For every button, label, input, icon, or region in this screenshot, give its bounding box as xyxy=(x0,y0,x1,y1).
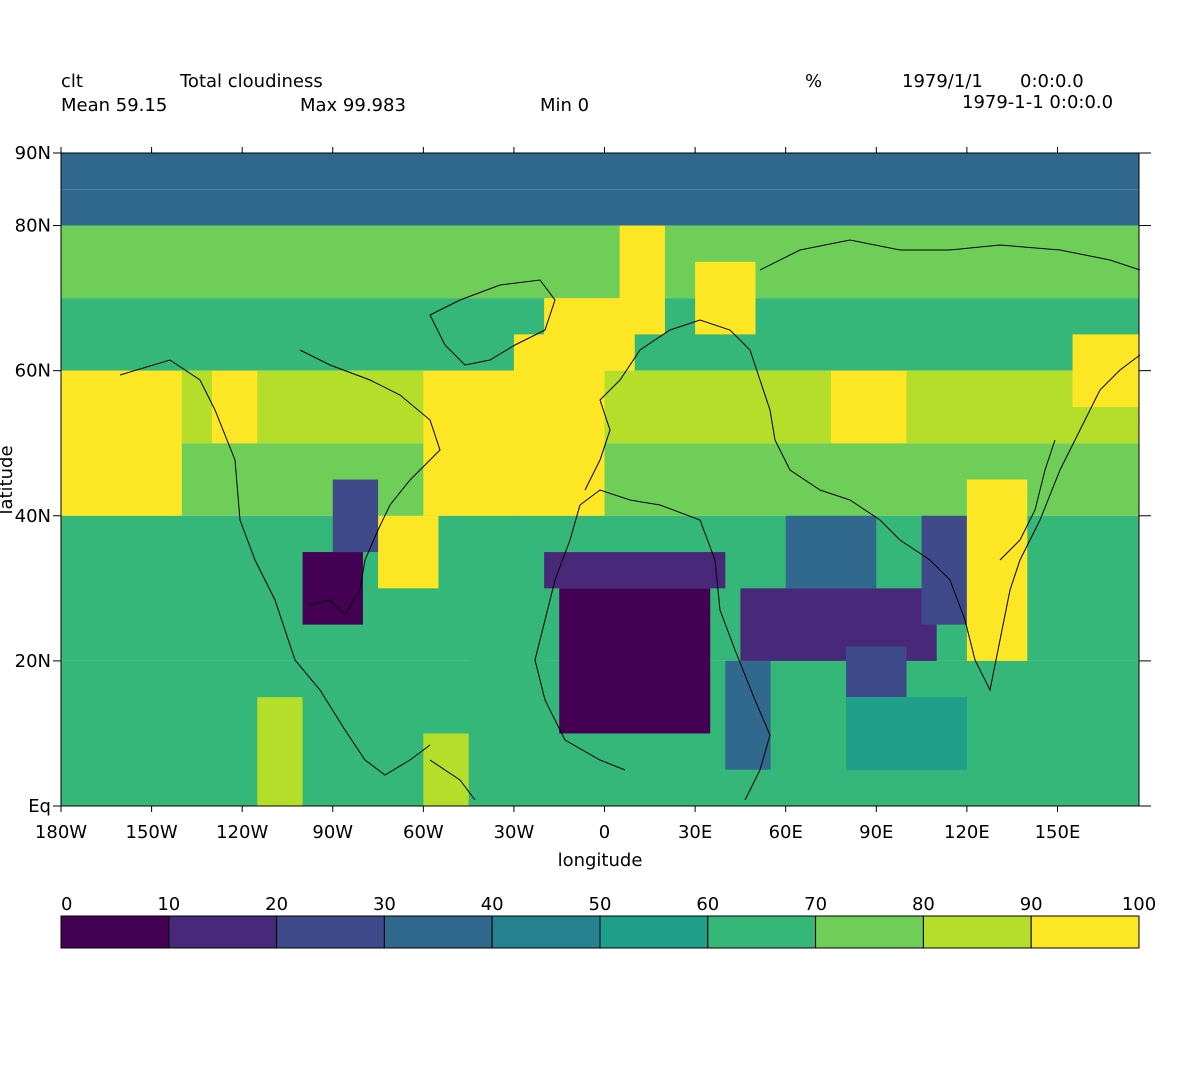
heatmap-cell xyxy=(332,479,379,553)
heatmap-cell xyxy=(61,153,1139,190)
heatmap-cell xyxy=(302,552,363,625)
colorbar-segment xyxy=(922,915,1032,949)
y-tick-label: Eq xyxy=(28,796,51,817)
heatmap-cell xyxy=(831,370,907,444)
heatmap-cell xyxy=(619,225,665,335)
x-tick-label: 150W xyxy=(126,822,178,843)
colorbar-segment xyxy=(815,915,924,949)
x-tick-label: 60W xyxy=(403,822,444,843)
colorbar-tick-label: 0 xyxy=(61,894,72,915)
colorbar-tick-label: 100 xyxy=(1122,894,1156,915)
colorbar-tick-label: 80 xyxy=(912,894,935,915)
colorbar-tick-label: 30 xyxy=(373,894,396,915)
x-tick-label: 120E xyxy=(944,822,990,843)
colorbar-segment xyxy=(383,915,493,949)
heatmap-cell xyxy=(211,370,258,444)
colorbar-ticks: 0 10 20 30 40 50 60 70 80 90 100 xyxy=(61,894,1156,915)
variable-name: clt xyxy=(61,71,83,92)
x-tick-label: 0 xyxy=(599,822,610,843)
coastline-south-america xyxy=(429,759,476,801)
heatmap-cell xyxy=(423,370,514,516)
coastline-arctic xyxy=(759,239,1141,271)
heatmap-cell xyxy=(921,515,967,625)
colorbar-tick-label: 60 xyxy=(696,894,719,915)
y-tick-label: 20N xyxy=(15,651,51,672)
colorbar-segment xyxy=(707,915,817,949)
heatmap-cell xyxy=(468,624,545,734)
heatmap-cell xyxy=(846,697,967,770)
x-tick-label: 150E xyxy=(1035,822,1081,843)
heatmap-cell xyxy=(1072,334,1139,407)
x-tick-label: 90E xyxy=(859,822,893,843)
heatmap-cell xyxy=(785,515,877,589)
heatmap-cell xyxy=(740,588,937,661)
y-axis: Eq 20N 40N 60N 80N 90N xyxy=(15,143,1151,817)
heatmap-cell xyxy=(559,588,711,734)
min-label: Min 0 xyxy=(540,95,590,116)
units-label: % xyxy=(805,71,823,92)
heatmap-cell xyxy=(61,189,1139,226)
variable-long-name: Total cloudiness xyxy=(180,71,323,92)
heatmap-cell xyxy=(544,552,726,589)
colorbar-tick-label: 20 xyxy=(265,894,288,915)
colorbar-segment xyxy=(599,915,709,949)
coastline-africa xyxy=(534,489,771,801)
y-axis-label: latitude xyxy=(0,445,17,514)
y-tick-label: 80N xyxy=(15,216,51,237)
time-label: 0:0:0.0 xyxy=(1020,71,1084,92)
colorbar-segment xyxy=(168,915,278,949)
heatmap-cell xyxy=(423,733,469,806)
y-tick-label: 40N xyxy=(15,506,51,527)
date-label: 1979/1/1 xyxy=(902,71,983,92)
colorbar xyxy=(60,915,1140,949)
y-tick-label: 90N xyxy=(15,143,51,164)
colorbar-segment xyxy=(1030,915,1140,949)
colorbar-tick-label: 90 xyxy=(1020,894,1043,915)
coastline-asia-east xyxy=(849,354,1141,692)
heatmap-cell xyxy=(61,225,1139,299)
heatmap-cell xyxy=(725,660,771,770)
heatmap-cell xyxy=(257,697,303,806)
heatmap-cell xyxy=(846,646,907,698)
coastline-north-america xyxy=(119,349,441,776)
coastline-japan xyxy=(999,439,1056,561)
x-tick-label: 60E xyxy=(769,822,803,843)
map-frame xyxy=(60,152,1140,807)
x-tick-label: 30E xyxy=(678,822,712,843)
y-tick-label: 60N xyxy=(15,361,51,382)
colorbar-segment xyxy=(60,915,170,949)
mean-label: Mean 59.15 xyxy=(61,95,168,116)
heatmap-cell xyxy=(695,261,756,335)
x-tick-label: 30W xyxy=(494,822,535,843)
heatmap-cells xyxy=(61,153,1139,806)
x-tick-label: 90W xyxy=(312,822,353,843)
x-tick-label: 120W xyxy=(216,822,268,843)
coastline-europe xyxy=(584,319,851,501)
colorbar-tick-label: 70 xyxy=(804,894,827,915)
x-axis-label: longitude xyxy=(558,850,643,871)
coastlines xyxy=(119,239,1141,801)
colorbar-tick-label: 50 xyxy=(589,894,612,915)
colorbar-tick-label: 10 xyxy=(157,894,180,915)
colorbar-segment xyxy=(276,915,385,949)
max-label: Max 99.983 xyxy=(300,95,406,116)
x-tick-label: 180W xyxy=(35,822,87,843)
heatmap-cell xyxy=(378,515,439,589)
colorbar-segment xyxy=(491,915,601,949)
heatmap-cell xyxy=(966,479,1028,661)
datetime-label: 1979-1-1 0:0:0.0 xyxy=(962,92,1114,113)
heatmap-cell xyxy=(61,370,182,516)
colorbar-tick-label: 40 xyxy=(481,894,504,915)
x-axis: 180W 150W 120W 90W 60W 30W 0 30E 60E 90E 120E 150E xyxy=(35,147,1080,843)
coastline-greenland xyxy=(429,279,556,366)
